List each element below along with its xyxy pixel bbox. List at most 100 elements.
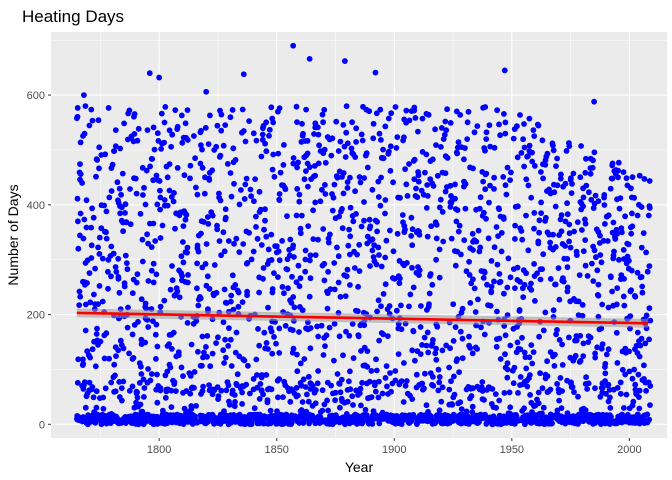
data-point xyxy=(590,157,596,164)
data-point xyxy=(248,193,255,200)
data-point xyxy=(261,226,267,233)
data-point xyxy=(580,340,587,347)
data-point xyxy=(185,272,191,278)
data-point xyxy=(587,334,594,341)
data-point xyxy=(395,351,402,357)
data-point xyxy=(319,186,325,193)
data-point xyxy=(488,258,495,264)
x-tick-label: 1950 xyxy=(500,444,524,456)
data-point xyxy=(76,288,83,295)
data-point xyxy=(579,227,585,233)
data-point xyxy=(343,328,349,335)
data-point xyxy=(638,204,645,210)
data-point xyxy=(153,356,159,362)
data-point xyxy=(268,328,275,335)
data-point xyxy=(636,387,643,394)
data-point xyxy=(138,296,145,303)
data-point xyxy=(315,368,321,374)
data-point xyxy=(108,188,115,194)
data-point xyxy=(310,236,317,243)
data-point xyxy=(147,377,154,384)
data-point xyxy=(558,228,565,235)
data-point xyxy=(457,328,464,335)
data-point xyxy=(639,289,646,296)
data-point xyxy=(273,340,279,347)
data-point xyxy=(442,118,449,125)
data-point xyxy=(412,115,419,121)
data-point xyxy=(361,217,367,224)
data-point xyxy=(375,394,382,401)
data-point xyxy=(634,411,641,418)
data-point xyxy=(145,240,152,247)
data-point xyxy=(534,121,541,128)
data-point xyxy=(258,374,265,381)
data-point xyxy=(539,410,545,417)
data-point xyxy=(301,176,308,183)
data-point xyxy=(198,142,204,149)
data-point xyxy=(539,266,545,273)
data-point xyxy=(436,407,443,414)
data-point xyxy=(188,406,195,412)
data-point xyxy=(647,317,654,324)
data-point xyxy=(374,228,380,235)
data-point xyxy=(585,339,592,345)
data-point xyxy=(394,134,401,141)
data-point xyxy=(263,340,270,346)
data-point xyxy=(600,237,607,244)
data-point xyxy=(230,306,237,313)
data-point xyxy=(526,375,532,382)
data-point xyxy=(353,125,360,132)
data-point xyxy=(409,242,416,249)
data-point xyxy=(81,379,88,386)
data-point xyxy=(505,255,512,262)
data-point xyxy=(362,406,369,413)
data-point xyxy=(187,162,194,169)
data-point xyxy=(573,337,580,344)
data-point xyxy=(240,128,247,134)
data-point xyxy=(317,198,324,205)
data-point xyxy=(538,169,544,175)
data-point xyxy=(202,261,209,267)
data-point xyxy=(469,230,476,237)
data-point xyxy=(556,337,563,343)
data-point xyxy=(369,421,376,427)
data-point xyxy=(94,325,100,332)
data-point xyxy=(552,281,558,288)
data-point xyxy=(378,303,384,310)
data-point xyxy=(520,294,527,300)
data-point xyxy=(380,146,386,153)
data-point xyxy=(453,358,460,364)
data-point xyxy=(345,242,352,249)
data-point xyxy=(167,286,174,293)
data-point xyxy=(243,381,250,388)
data-point xyxy=(376,130,383,137)
data-point xyxy=(226,325,232,331)
data-point xyxy=(577,357,584,364)
data-point xyxy=(148,244,155,251)
data-point xyxy=(328,152,335,159)
data-point xyxy=(239,401,246,407)
data-point xyxy=(347,368,353,375)
data-point xyxy=(147,163,154,170)
data-point xyxy=(450,301,457,308)
data-point xyxy=(268,257,275,263)
data-point xyxy=(117,210,123,217)
data-point xyxy=(576,272,583,278)
data-point xyxy=(176,294,183,301)
data-point xyxy=(276,191,283,197)
data-point xyxy=(85,352,92,359)
data-point xyxy=(263,119,270,126)
data-point xyxy=(376,378,382,385)
data-point xyxy=(374,308,380,315)
data-point xyxy=(257,206,264,213)
data-point xyxy=(187,373,194,379)
data-point xyxy=(222,299,229,306)
data-point xyxy=(166,187,173,194)
data-point xyxy=(326,324,333,331)
data-point xyxy=(500,216,507,222)
data-point xyxy=(263,372,270,378)
data-point xyxy=(540,251,547,258)
data-point xyxy=(256,188,263,195)
data-point xyxy=(609,162,616,169)
data-point xyxy=(566,143,573,150)
